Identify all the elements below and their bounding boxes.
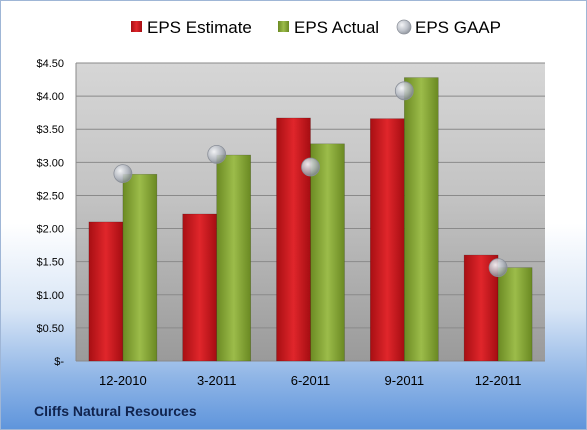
legend-eps-estimate-swatch	[131, 21, 142, 32]
bar-eps-estimate	[182, 213, 217, 362]
gaap-markers	[113, 81, 508, 278]
marker-eps-gaap	[488, 258, 508, 278]
bar-eps-estimate	[276, 117, 311, 362]
bar-eps-estimate	[88, 221, 124, 362]
company-name: Cliffs Natural Resources	[34, 403, 197, 419]
y-tick-label: $1.50	[36, 257, 64, 269]
x-tick-label: 6-2011	[291, 373, 331, 388]
y-tick-label: $-	[54, 356, 64, 368]
marker-eps-gaap	[207, 144, 227, 164]
y-tick-label: $3.50	[36, 124, 64, 136]
x-tick-label: 9-2011	[385, 373, 425, 388]
legend: EPS Estimate EPS Actual EPS GAAP	[131, 18, 501, 37]
legend-eps-actual-swatch	[278, 21, 289, 32]
bars	[88, 77, 533, 362]
marker-eps-gaap	[394, 81, 414, 101]
x-tick-label: 12-2011	[475, 373, 522, 388]
bar-eps-actual	[122, 173, 158, 362]
marker-eps-gaap	[113, 164, 133, 183]
bar-eps-actual	[403, 77, 439, 362]
x-axis-ticks: 12-2010 3-2011 6-2011 9-2011 12-2011	[99, 373, 521, 388]
y-tick-label: $3.00	[36, 157, 64, 169]
bar-eps-actual	[216, 154, 251, 362]
bar-eps-actual	[497, 267, 533, 362]
legend-eps-actual-label: EPS Actual	[294, 18, 379, 37]
legend-eps-gaap-swatch	[396, 19, 412, 35]
y-tick-label: $4.00	[36, 91, 64, 103]
y-tick-label: $4.50	[36, 58, 64, 70]
x-tick-label: 3-2011	[197, 373, 237, 388]
y-tick-label: $2.00	[36, 224, 64, 236]
y-tick-label: $1.00	[36, 290, 64, 302]
marker-eps-gaap	[301, 157, 320, 177]
legend-eps-gaap-label: EPS GAAP	[415, 18, 501, 37]
y-axis-ticks: $- $0.50 $1.00 $1.50 $2.00 $2.50 $3.00 $3.50 $4.…	[36, 58, 64, 368]
bar-eps-actual	[310, 143, 345, 362]
bar-eps-estimate	[369, 118, 405, 362]
legend-eps-estimate-label: EPS Estimate	[147, 18, 252, 37]
y-tick-label: $2.50	[36, 190, 64, 202]
x-tick-label: 12-2010	[99, 373, 147, 388]
y-tick-label: $0.50	[36, 323, 64, 335]
